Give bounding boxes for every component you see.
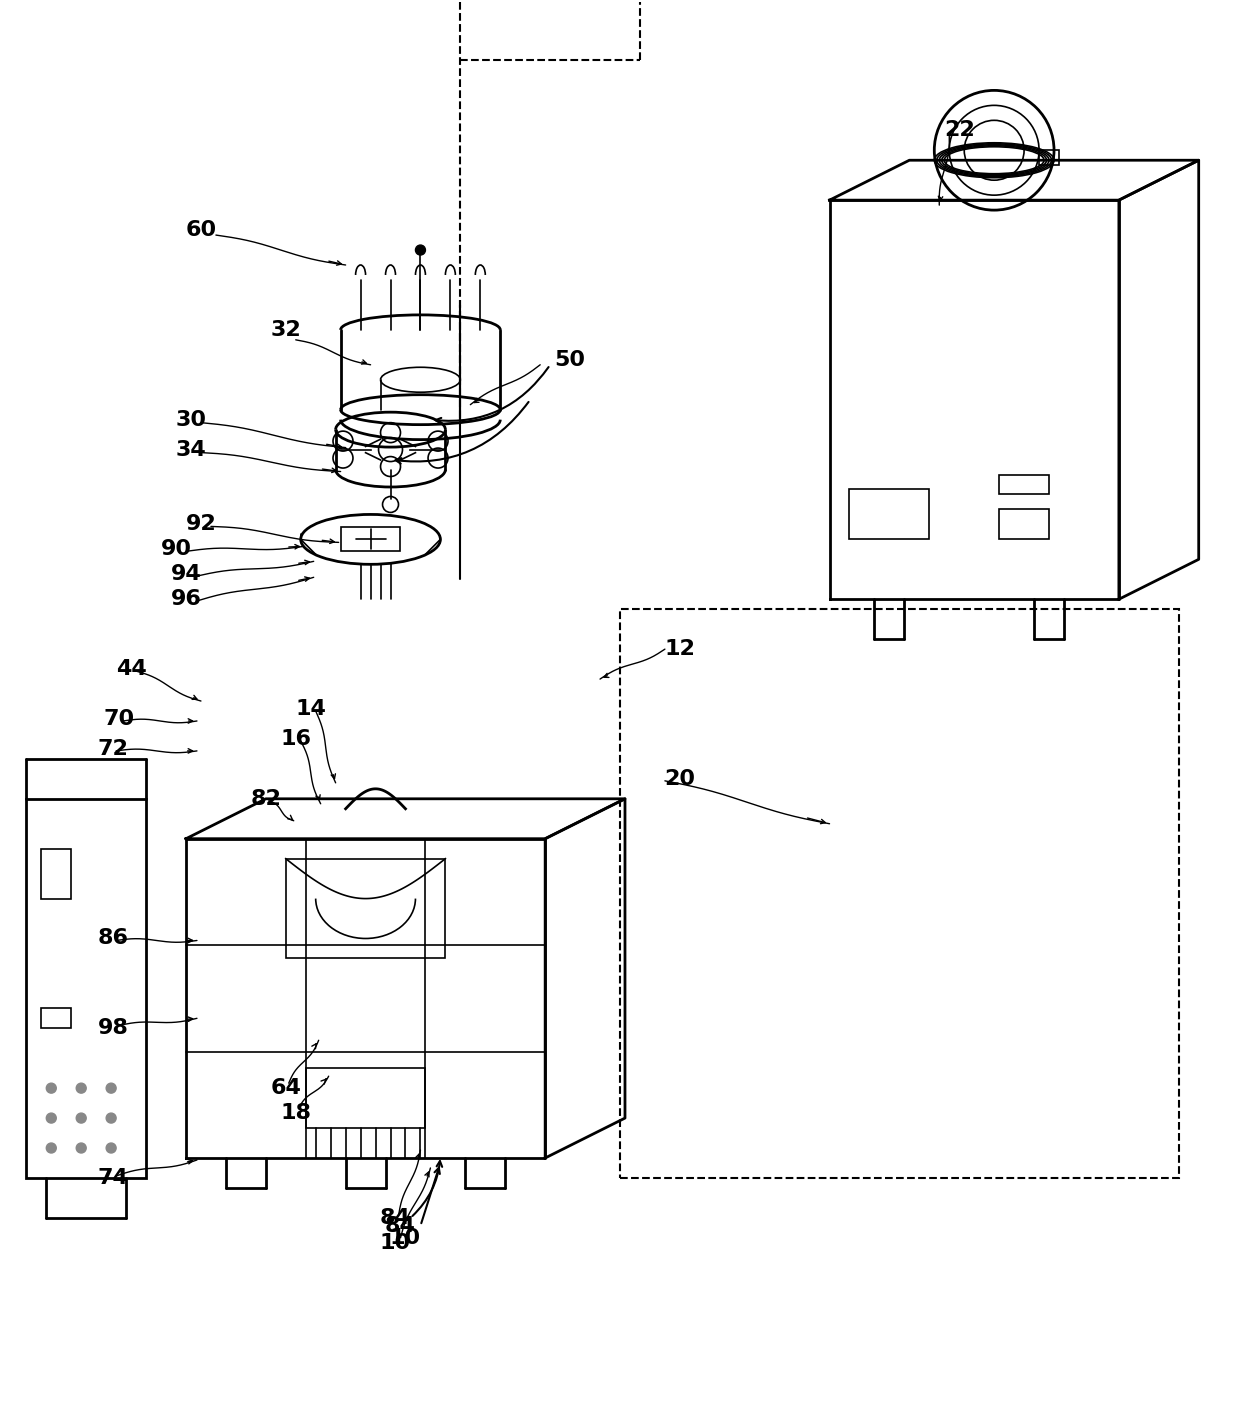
Text: 74: 74 [98, 1168, 129, 1188]
Text: 30: 30 [176, 410, 207, 430]
Circle shape [46, 1083, 56, 1093]
Text: 22: 22 [944, 121, 975, 140]
Text: 18: 18 [280, 1103, 311, 1122]
Bar [999, 474, 1049, 494]
Text: 96: 96 [171, 589, 201, 609]
Text: 44: 44 [115, 658, 146, 680]
Bar [341, 528, 401, 552]
Text: 32: 32 [270, 319, 301, 341]
Text: 14: 14 [295, 700, 326, 719]
Bar [999, 509, 1049, 539]
Circle shape [46, 1112, 56, 1122]
Text: 92: 92 [186, 515, 216, 535]
Circle shape [415, 245, 425, 255]
Text: 84: 84 [386, 1216, 415, 1236]
Circle shape [107, 1112, 117, 1122]
Text: 82: 82 [250, 789, 281, 809]
Bar [285, 858, 445, 958]
Text: 72: 72 [98, 739, 129, 759]
Text: 20: 20 [665, 769, 696, 789]
Text: 50: 50 [554, 350, 585, 370]
Text: 34: 34 [176, 440, 206, 460]
Text: 94: 94 [171, 565, 201, 585]
Circle shape [76, 1083, 87, 1093]
Text: 10: 10 [379, 1233, 412, 1253]
Text: 64: 64 [270, 1078, 301, 1098]
Circle shape [46, 1144, 56, 1154]
Text: 70: 70 [104, 710, 135, 729]
Bar [1039, 150, 1059, 165]
Text: 12: 12 [665, 639, 696, 660]
Bar [849, 490, 929, 539]
Circle shape [107, 1083, 117, 1093]
Bar [41, 1009, 71, 1029]
Text: 10: 10 [389, 1227, 422, 1247]
Text: 60: 60 [185, 220, 217, 240]
Bar [41, 849, 71, 898]
Text: 98: 98 [98, 1019, 129, 1039]
Bar [306, 1069, 425, 1128]
Circle shape [76, 1144, 87, 1154]
Text: 16: 16 [280, 729, 311, 749]
Bar [26, 799, 146, 1178]
Text: 86: 86 [98, 928, 129, 948]
Text: 90: 90 [160, 539, 191, 559]
Bar [620, 609, 1179, 1178]
Text: 84: 84 [381, 1208, 410, 1227]
Circle shape [107, 1144, 117, 1154]
Circle shape [76, 1112, 87, 1122]
